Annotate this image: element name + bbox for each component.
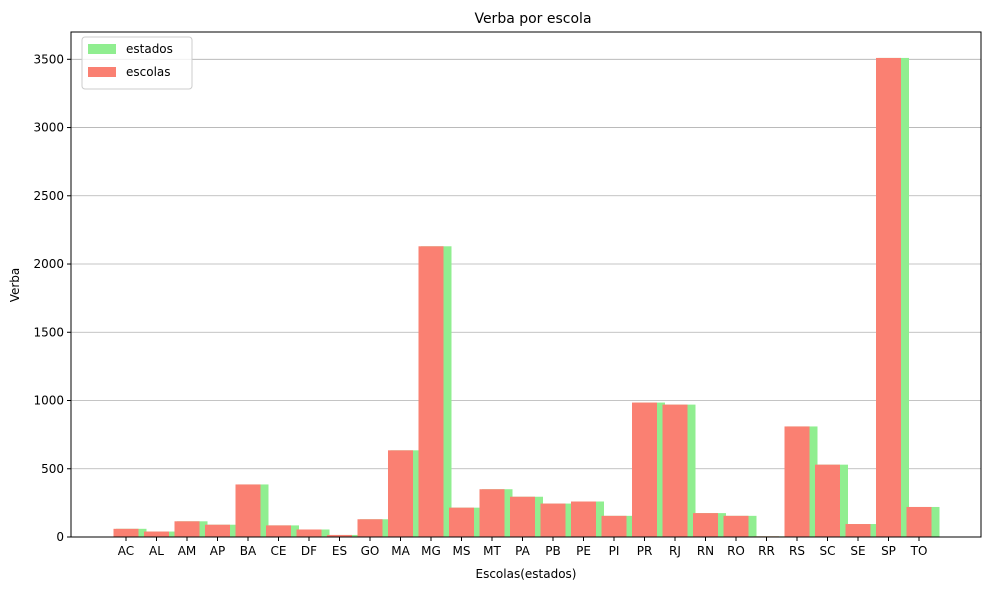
bar-escolas-RS — [784, 426, 810, 537]
x-tick-label: PA — [515, 544, 530, 558]
bar-escolas-MG — [418, 246, 444, 537]
plot-frame — [70, 31, 982, 538]
bars — [113, 57, 940, 537]
bar-escolas-DF — [296, 529, 322, 537]
x-tick-label: SP — [881, 544, 896, 558]
y-tick-label: 500 — [41, 462, 64, 476]
bar-escolas-SC — [815, 464, 840, 537]
legend-label-escolas: escolas — [126, 65, 171, 79]
x-tick-label: AP — [210, 544, 225, 558]
x-tick-label: RR — [758, 544, 775, 558]
bar-escolas-RN — [693, 513, 718, 537]
x-tick-label: DF — [301, 544, 317, 558]
x-tick-label: PE — [576, 544, 591, 558]
x-tick-label: AM — [178, 544, 197, 558]
legend-label-estados: estados — [126, 42, 173, 56]
y-tick-label: 1500 — [33, 325, 64, 339]
y-tick-label: 2500 — [33, 189, 64, 203]
x-axis-label: Escolas(estados) — [476, 567, 577, 581]
legend-swatch-escolas — [88, 67, 116, 77]
x-tick-label: TO — [910, 544, 928, 558]
y-axis: 0 500 1000 1500 2000 2500 3000 3500 — [33, 52, 71, 544]
bar-escolas-SE — [845, 524, 871, 537]
x-tick-label: MG — [421, 544, 441, 558]
y-axis-label: Verba — [8, 268, 22, 303]
legend-swatch-estados — [88, 44, 116, 54]
bar-escolas-AM — [174, 521, 200, 537]
x-tick-label: BA — [240, 544, 257, 558]
x-tick-label: SE — [850, 544, 865, 558]
x-tick-label: RN — [697, 544, 714, 558]
chart-title: Verba por escola — [474, 11, 591, 27]
x-tick-label: AL — [149, 544, 164, 558]
x-tick-label: RO — [727, 544, 745, 558]
x-tick-label: RJ — [669, 544, 681, 558]
y-tick-label: 1000 — [33, 394, 64, 408]
bar-escolas-SP — [876, 57, 901, 537]
x-axis: AC AL AM AP BA CE DF ES GO MA MG MS MT PA PB PE PI PR RJ RN… — [118, 537, 928, 558]
bar-escolas-RJ — [662, 404, 688, 537]
bar-escolas-MA — [388, 450, 413, 537]
x-tick-label: RS — [789, 544, 805, 558]
bar-escolas-AP — [205, 524, 230, 537]
bar-escolas-GO — [357, 519, 383, 537]
x-tick-label: MA — [391, 544, 410, 558]
bar-escolas-RO — [723, 515, 749, 537]
x-tick-label: PR — [637, 544, 653, 558]
bar-escolas-CE — [266, 525, 291, 537]
bar-escolas-TO — [906, 506, 932, 537]
x-tick-label: MS — [453, 544, 471, 558]
bar-escolas-PB — [540, 503, 566, 537]
bar-escolas-ES — [327, 534, 352, 537]
bar-escolas-PR — [632, 402, 657, 537]
y-tick-label: 3500 — [33, 52, 64, 66]
x-tick-label: MT — [483, 544, 501, 558]
y-tick-label: 3000 — [33, 121, 64, 135]
bar-escolas-BA — [235, 484, 261, 537]
legend: estados escolas — [81, 36, 193, 90]
x-tick-label: PB — [545, 544, 560, 558]
bar-escolas-MT — [479, 489, 505, 537]
y-tick-label: 2000 — [33, 257, 64, 271]
bar-escolas-PA — [510, 496, 535, 537]
x-tick-label: PI — [609, 544, 620, 558]
x-tick-label: ES — [332, 544, 347, 558]
bar-escolas-PE — [571, 501, 596, 537]
y-tick-label: 0 — [56, 530, 64, 544]
bar-escolas-PI — [601, 515, 627, 537]
bar-escolas-MS — [449, 507, 474, 537]
x-tick-label: GO — [361, 544, 380, 558]
x-tick-label: CE — [271, 544, 287, 558]
bar-escolas-AC — [113, 528, 139, 537]
x-tick-label: SC — [820, 544, 836, 558]
bar-escolas-AL — [144, 531, 169, 537]
x-tick-label: AC — [118, 544, 134, 558]
